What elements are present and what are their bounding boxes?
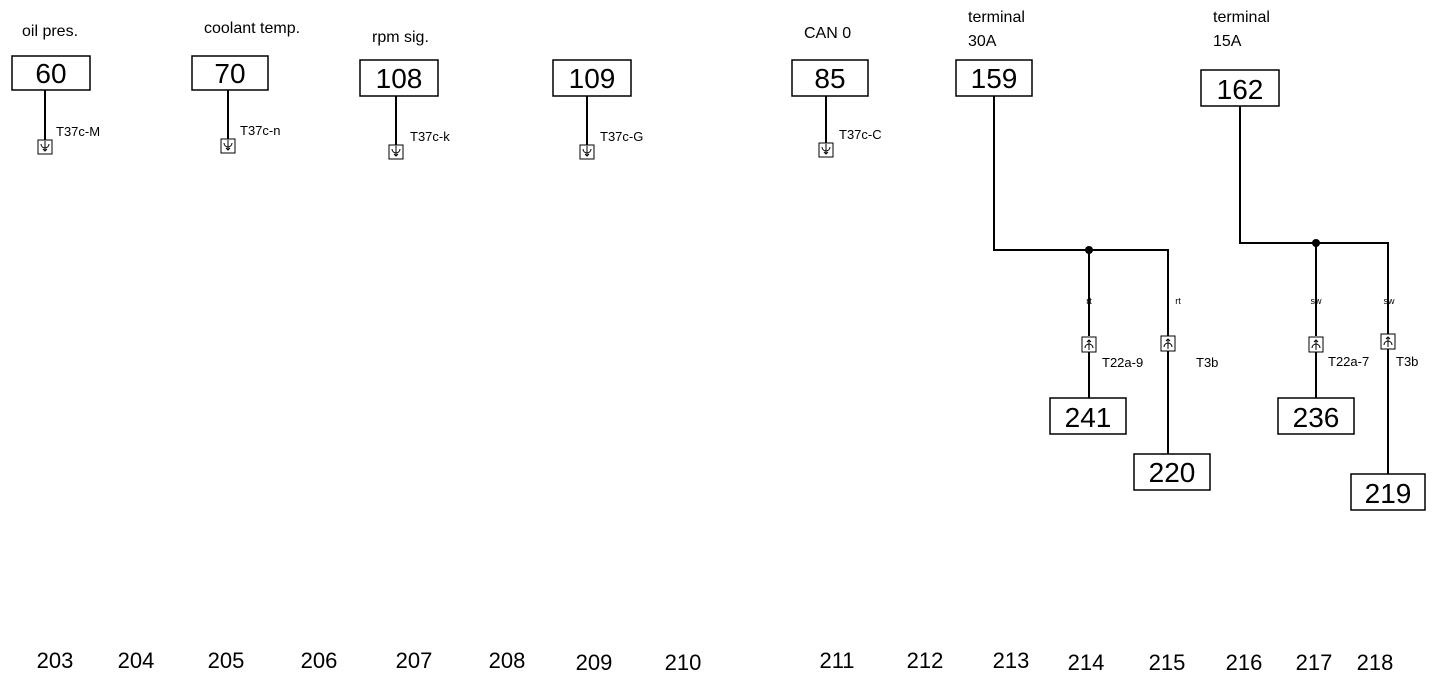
column-number: 209: [576, 650, 613, 675]
column-number: 211: [819, 648, 854, 673]
connector-t37c-m-icon: [37, 139, 53, 155]
connector-t22a-9-icon: [1081, 336, 1097, 353]
label-terminal-15a-line2: 15A: [1213, 33, 1242, 50]
ref-70: 70: [214, 58, 245, 89]
label-terminal-30a-line2: 30A: [968, 33, 997, 50]
ref-109: 109: [569, 63, 616, 94]
label-rpm-signal: rpm sig.: [372, 29, 429, 46]
ref-box-241: 241: [1049, 397, 1127, 435]
column-number: 208: [489, 648, 526, 673]
connector-t37c-n-icon: [220, 138, 236, 154]
label-can0: CAN 0: [804, 25, 851, 42]
ref-241: 241: [1065, 402, 1112, 433]
ref-219: 219: [1365, 478, 1412, 509]
column-number: 203: [37, 648, 74, 673]
column-number: 216: [1226, 650, 1263, 675]
connector-t37c-k-icon: [388, 144, 404, 160]
column-number: 207: [396, 648, 433, 673]
pin-t22a-9: T22a-9: [1102, 355, 1143, 370]
pin-t3b-2: T3b: [1396, 354, 1418, 369]
ref-236: 236: [1293, 402, 1340, 433]
ref-box-220: 220: [1133, 453, 1211, 491]
wire-color-rt-2: rt: [1175, 296, 1181, 306]
column-number: 214: [1068, 650, 1105, 675]
label-terminal-15a-line1: terminal: [1213, 9, 1270, 26]
column-number: 213: [993, 648, 1030, 673]
ref-box-109: 109: [552, 59, 632, 97]
junction-dot-15a: [1312, 239, 1320, 247]
connector-t22a-7-icon: [1308, 336, 1324, 353]
column-number: 218: [1357, 650, 1394, 675]
wire-color-sw-1: sw: [1311, 296, 1323, 306]
column-number: 206: [301, 648, 338, 673]
connector-t37c-c-icon: [818, 142, 834, 158]
ref-60: 60: [35, 58, 66, 89]
ref-box-70: 70: [191, 55, 269, 91]
label-oil-pressure: oil pres.: [22, 23, 78, 40]
pin-t37c-k: T37c-k: [410, 129, 450, 144]
connector-t3b-2-icon: [1380, 333, 1396, 350]
label-coolant-temp: coolant temp.: [204, 20, 300, 37]
wire-color-sw-2: sw: [1384, 296, 1396, 306]
wire-color-rt-1: rt: [1086, 296, 1092, 306]
pin-t37c-m: T37c-M: [56, 124, 100, 139]
ref-box-108: 108: [359, 59, 439, 97]
ref-108: 108: [376, 63, 423, 94]
ref-box-85: 85: [791, 59, 869, 97]
column-number: 210: [665, 650, 702, 675]
connector-t37c-g-icon: [579, 144, 595, 160]
pin-t22a-7: T22a-7: [1328, 354, 1369, 369]
column-number: 204: [118, 648, 155, 673]
pin-t37c-c: T37c-C: [839, 127, 882, 142]
pin-t3b-1: T3b: [1196, 355, 1218, 370]
column-numbers: 203 204 205 206 207 208 209 210 211 212 …: [37, 648, 1394, 675]
ref-162: 162: [1217, 74, 1264, 105]
ref-box-162: 162: [1200, 69, 1280, 107]
column-number: 212: [907, 648, 944, 673]
ref-box-236: 236: [1277, 397, 1355, 435]
pin-t37c-g: T37c-G: [600, 129, 643, 144]
junction-dot-30a: [1085, 246, 1093, 254]
ref-box-219: 219: [1350, 473, 1426, 511]
column-number: 215: [1149, 650, 1186, 675]
pin-t37c-n: T37c-n: [240, 123, 280, 138]
ref-159: 159: [971, 63, 1018, 94]
ref-box-60: 60: [11, 55, 91, 91]
ref-220: 220: [1149, 457, 1196, 488]
connector-t3b-1-icon: [1160, 335, 1176, 352]
ref-box-159: 159: [955, 59, 1033, 97]
column-number: 217: [1296, 650, 1333, 675]
ref-85: 85: [814, 63, 845, 94]
column-number: 205: [208, 648, 245, 673]
label-terminal-30a-line1: terminal: [968, 9, 1025, 26]
